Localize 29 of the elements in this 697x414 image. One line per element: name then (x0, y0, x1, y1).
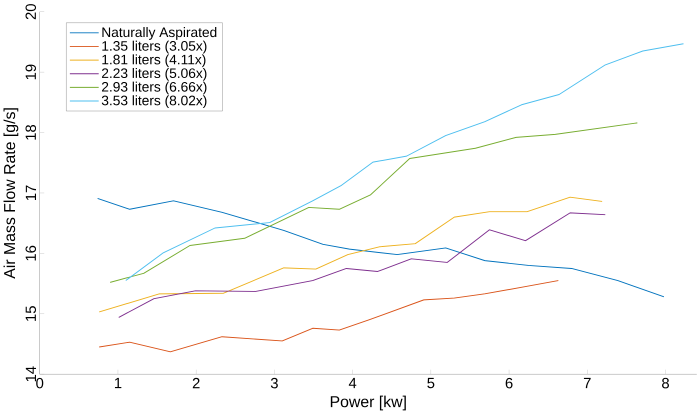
line-series (98, 196, 603, 312)
legend-label: Naturally Aspirated (102, 27, 216, 40)
line-series (97, 198, 664, 298)
y-tick-label: 20 (26, 4, 36, 20)
x-tick-label: 1 (114, 378, 122, 388)
y-tick-label: 17 (26, 186, 36, 200)
line-series (110, 122, 638, 283)
y-tick-label: 19 (26, 64, 36, 80)
legend-label: 1.35 liters (3.05x) (102, 40, 206, 54)
y-tick-label: 16 (26, 246, 36, 261)
x-tick-label: 2 (192, 378, 200, 388)
y-tick-label: 18 (26, 125, 36, 140)
x-tick-label: 4 (348, 378, 356, 388)
x-tick-label: 7 (584, 378, 591, 388)
legend-label: 3.53 liters (8.02x) (102, 95, 206, 108)
x-tick-label: 0 (36, 378, 44, 388)
x-tick-label: 3 (270, 378, 278, 388)
legend-label: 2.23 liters (5.06x) (102, 68, 206, 81)
line-series (118, 212, 606, 318)
legend-label: 1.81 liters (4.11x) (102, 54, 206, 68)
legend-label: 2.93 liters (6.66x) (102, 82, 206, 94)
x-tick-label: 5 (427, 378, 434, 388)
x-tick-label: 8 (662, 378, 669, 388)
line-series (98, 280, 559, 352)
y-tick-label: 14 (26, 366, 36, 382)
y-axis-title: Air Mass Flow Rate [g/s] (4, 108, 18, 279)
x-tick-label: 6 (506, 378, 513, 388)
y-tick-label: 15 (26, 306, 36, 321)
x-axis-title: Power [kw] (330, 396, 406, 410)
